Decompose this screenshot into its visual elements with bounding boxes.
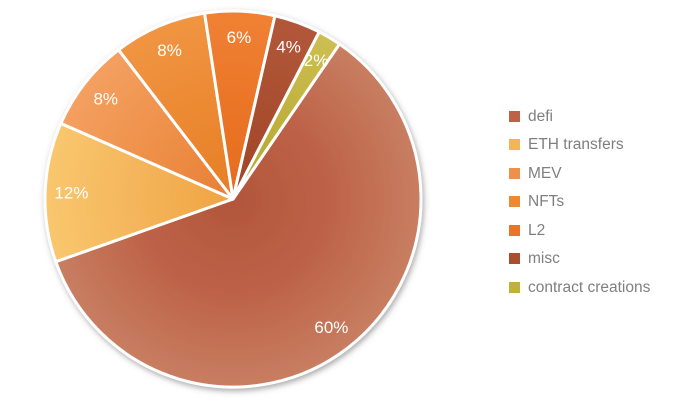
legend-swatch-misc bbox=[509, 253, 520, 265]
slice-label-mev: 8% bbox=[93, 90, 118, 109]
legend-item-mev: MEV bbox=[509, 159, 650, 188]
legend-item-l2: L2 bbox=[509, 216, 650, 245]
legend-label-contract-creations: contract creations bbox=[528, 278, 651, 296]
legend-swatch-mev bbox=[509, 167, 520, 179]
slice-label-l2: 6% bbox=[227, 28, 252, 47]
legend-swatch-contract-creations bbox=[509, 281, 520, 293]
pie-slice-nfts bbox=[117, 11, 235, 201]
legend-label-defi: defi bbox=[528, 107, 553, 125]
legend-item-misc: misc bbox=[509, 245, 650, 274]
legend-item-eth-transfers: ETH transfers bbox=[509, 131, 650, 160]
legend-label-l2: L2 bbox=[528, 221, 546, 239]
legend-item-contract-creations: contract creations bbox=[509, 273, 650, 302]
slice-label-nfts: 8% bbox=[157, 41, 182, 60]
legend-label-misc: misc bbox=[528, 250, 560, 267]
chart-legend: defi ETH transfers MEV NFTs L2 misc cont… bbox=[509, 102, 650, 302]
slice-label-defi: 60% bbox=[314, 318, 348, 337]
legend-item-defi: defi bbox=[509, 102, 650, 131]
legend-label-nfts: NFTs bbox=[528, 193, 565, 210]
pie-slice-eth-transfers bbox=[43, 121, 235, 264]
pie-slice-defi bbox=[54, 42, 423, 389]
slice-label-misc: 4% bbox=[276, 38, 301, 57]
slice-label-eth-transfers: 12% bbox=[54, 184, 88, 203]
legend-swatch-nfts bbox=[509, 196, 520, 208]
legend-swatch-l2 bbox=[509, 224, 520, 236]
pie-slice-mev bbox=[59, 48, 235, 201]
legend-label-eth-transfers: ETH transfers bbox=[528, 136, 624, 153]
pie-slice-contract-creations bbox=[231, 30, 341, 201]
legend-item-nfts: NFTs bbox=[509, 188, 650, 217]
legend-swatch-defi bbox=[509, 110, 520, 122]
legend-label-mev: MEV bbox=[528, 164, 562, 182]
slice-label-contract-creations: 2% bbox=[304, 51, 329, 70]
legend-swatch-eth-transfers bbox=[509, 139, 520, 151]
